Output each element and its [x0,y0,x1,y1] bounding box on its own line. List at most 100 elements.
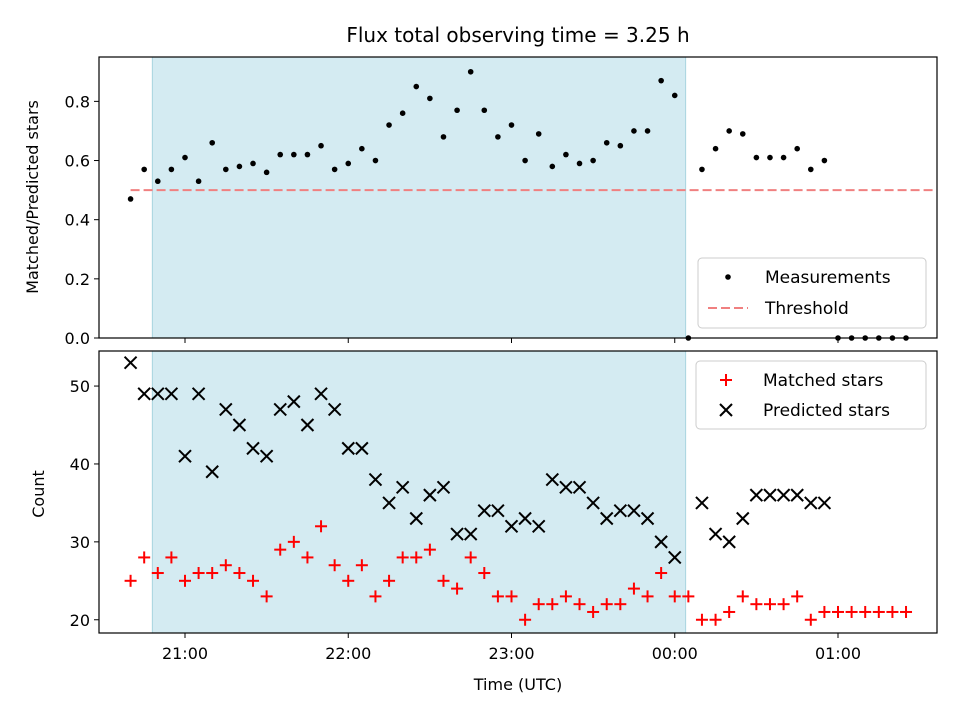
measurement-point [236,163,243,170]
predicted-x-b [695,496,709,510]
measurement-point [699,166,705,173]
bottom-legend: Matched stars Predicted stars [695,360,927,430]
x-axis-label: Time (UTC) [473,675,562,694]
predicted-x-b [151,387,165,401]
legend-predicted-label: Predicted stars [763,401,890,421]
predicted-star-point [736,511,750,526]
bottom-axes-frame [98,350,938,634]
predicted-x-b [708,527,723,541]
predicted-star-point [273,402,287,417]
matched-star-point [532,598,545,611]
bottom-y-tick-label: 30 [70,533,90,552]
measurement-point [359,145,365,152]
predicted-x-b [436,480,451,495]
predicted-star-point [518,511,532,526]
predicted-star-point [151,387,165,401]
predicted-star-point [749,488,764,502]
measurement-point [821,157,828,164]
predicted-star-point [722,535,736,549]
predicted-x-b [287,394,301,409]
matched-star-point [546,598,559,611]
predicted-star-point [436,480,451,495]
predicted-x-b [572,480,587,495]
matched-star-point [247,574,260,587]
matched-star-point [559,590,572,603]
matched-star-point [682,590,695,603]
predicted-star-point [191,387,206,401]
predicted-x-b [395,480,410,495]
predicted-star-point [123,355,138,370]
measurement-point [427,95,433,102]
predicted-x-b [654,535,668,549]
predicted-star-point [259,449,274,463]
top-y-tick-label: 0.4 [65,211,90,230]
x-tick-label: 00:00 [652,644,698,663]
predicted-star-point [763,488,777,502]
predicted-x-b [559,480,573,495]
predicted-x-b [246,441,260,456]
matched-star-point [750,598,763,611]
measurement-point [726,128,732,134]
measurement-point [467,68,474,75]
predicted-x-b [790,488,804,502]
predicted-star-point [504,519,519,533]
predicted-star-point [804,496,818,510]
matched-star-point [668,590,681,603]
bottom-legend-box [695,360,927,430]
bottom-panel: 20 30 40 50 21:00 22:00 23:00 00:00 01:00 Matched… [70,350,938,663]
measurement-point [399,110,406,116]
matched-star-point [437,574,450,587]
top-panel: 0.0 0.2 0.4 0.6 0.8 Measurements Threshold [65,56,938,348]
predicted-x-b [273,402,287,417]
predicted-x-b [722,535,736,549]
chart-title: Flux total observing time = 3.25 h [346,23,689,47]
predicted-x-b [300,418,315,432]
matched-star-point [900,605,913,618]
predicted-x-b [191,387,206,401]
x-tick-label: 22:00 [325,644,371,663]
matched-star-point [301,551,314,564]
measurement-point [495,134,501,140]
matched-star-point [287,535,300,548]
predicted-x-b [518,511,532,526]
measurement-point [223,166,229,173]
measurement-point [603,139,610,146]
measurement-point [522,157,528,164]
matched-star-point [859,605,872,618]
measurement-point [807,166,814,173]
predicted-x-b [613,503,628,518]
measurement-point [780,154,787,161]
matched-star-point [872,605,885,618]
predicted-x-b [736,511,750,526]
predicted-star-point [545,472,560,487]
predicted-star-point [368,472,383,487]
predicted-star-point [640,511,655,526]
measurement-point [318,142,324,149]
matched-star-point [206,567,219,580]
predicted-x-b [450,527,464,541]
matched-star-point [587,605,600,618]
predicted-x-b [532,519,546,533]
predicted-star-point [300,418,315,432]
measurement-point [440,134,447,140]
predicted-x-b [382,496,396,510]
predicted-star-point [287,394,301,409]
matched-star-point [804,613,817,626]
measurement-point [671,92,678,99]
measurement-point [413,83,420,90]
measurement-point [372,157,379,164]
predicted-x-b [423,488,437,502]
predicted-star-point [327,402,342,417]
measurement-point [712,145,719,152]
measurement-point [304,151,311,158]
measurement-point [182,154,188,161]
matched-star-point [777,598,790,611]
predicted-star-point [559,480,573,495]
matched-star-point [383,574,396,587]
predicted-x-b [341,441,355,456]
top-y-tick-label: 0.8 [65,92,90,111]
matched-star-point [655,567,668,580]
predicted-star-point [463,527,478,541]
matched-star-point [763,598,776,611]
